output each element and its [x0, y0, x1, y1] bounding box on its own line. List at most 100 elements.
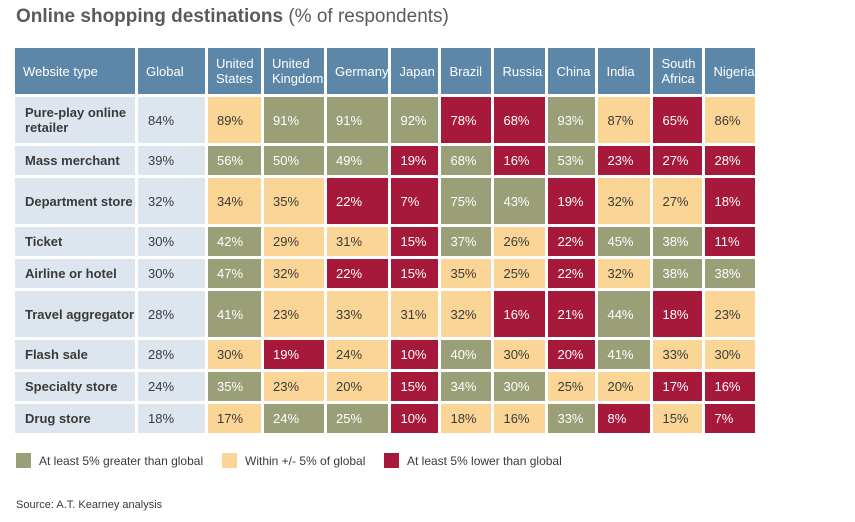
cell-nigeria: 7% [705, 404, 756, 433]
global-value: 39% [138, 146, 205, 175]
cell-united-kingdom: 91% [264, 97, 324, 143]
chart-title-subtitle: (% of respondents) [283, 6, 449, 27]
header-south-africa: South Africa [653, 48, 703, 94]
global-value: 28% [138, 340, 205, 369]
legend-item: Within +/- 5% of global [222, 453, 366, 469]
table-row: Drug store 18% 17% 24% 25% 10% 18% 16% 33% 8% 15% 7… [15, 404, 756, 433]
cell-india: 44% [598, 291, 651, 337]
table-row: Pure-play online retailer 84% 89% 91% 91% 92%… [15, 97, 756, 143]
cell-china: 93% [548, 97, 596, 143]
cell-germany: 22% [327, 259, 389, 288]
cell-china: 33% [548, 404, 596, 433]
cell-brazil: 18% [441, 404, 492, 433]
cell-united-kingdom: 23% [264, 372, 324, 401]
table-row: Specialty store 24% 35% 23% 20% 15% 34% 30% 25% 2… [15, 372, 756, 401]
cell-russia: 30% [494, 372, 546, 401]
cell-nigeria: 16% [705, 372, 756, 401]
cell-united-states: 34% [208, 178, 261, 224]
cell-brazil: 40% [441, 340, 492, 369]
cell-russia: 43% [494, 178, 546, 224]
legend-swatch [222, 453, 237, 469]
cell-russia: 16% [494, 291, 546, 337]
cell-united-kingdom: 32% [264, 259, 324, 288]
cell-united-kingdom: 19% [264, 340, 324, 369]
cell-nigeria: 11% [705, 227, 756, 256]
cell-india: 45% [598, 227, 651, 256]
header-nigeria: Nigeria [705, 48, 756, 94]
cell-china: 20% [548, 340, 596, 369]
row-label: Ticket [15, 227, 135, 256]
header-germany: Germany [327, 48, 389, 94]
cell-united-states: 47% [208, 259, 261, 288]
cell-united-states: 17% [208, 404, 261, 433]
cell-germany: 91% [327, 97, 389, 143]
cell-japan: 15% [391, 372, 439, 401]
cell-united-kingdom: 50% [264, 146, 324, 175]
cell-south-africa: 17% [653, 372, 703, 401]
header-brazil: Brazil [441, 48, 492, 94]
cell-south-africa: 18% [653, 291, 703, 337]
legend-item: At least 5% greater than global [16, 453, 204, 469]
cell-india: 32% [598, 178, 651, 224]
cell-india: 20% [598, 372, 651, 401]
cell-china: 53% [548, 146, 596, 175]
cell-nigeria: 23% [705, 291, 756, 337]
cell-nigeria: 38% [705, 259, 756, 288]
cell-russia: 68% [494, 97, 546, 143]
table-row: Department store 32% 34% 35% 22% 7% 75% 43% 19% 3… [15, 178, 756, 224]
cell-united-kingdom: 23% [264, 291, 324, 337]
row-label: Flash sale [15, 340, 135, 369]
cell-brazil: 78% [441, 97, 492, 143]
header-japan: Japan [391, 48, 439, 94]
cell-japan: 15% [391, 259, 439, 288]
legend-item: At least 5% lower than global [384, 453, 562, 469]
cell-china: 25% [548, 372, 596, 401]
header-global: Global [138, 48, 205, 94]
table-row: Travel aggregator 28% 41% 23% 33% 31% 32% 16% 21… [15, 291, 756, 337]
row-label: Department store [15, 178, 135, 224]
global-value: 32% [138, 178, 205, 224]
cell-japan: 10% [391, 340, 439, 369]
cell-united-states: 41% [208, 291, 261, 337]
header-website-type: Website type [15, 48, 135, 94]
cell-brazil: 34% [441, 372, 492, 401]
cell-india: 32% [598, 259, 651, 288]
cell-china: 19% [548, 178, 596, 224]
cell-india: 41% [598, 340, 651, 369]
legend-label: Within +/- 5% of global [245, 453, 366, 468]
header-united-states: United States [208, 48, 261, 94]
cell-germany: 31% [327, 227, 389, 256]
cell-south-africa: 33% [653, 340, 703, 369]
row-label: Airline or hotel [15, 259, 135, 288]
table-row: Flash sale 28% 30% 19% 24% 10% 40% 30% 20% 41% 33%… [15, 340, 756, 369]
cell-china: 21% [548, 291, 596, 337]
cell-china: 22% [548, 259, 596, 288]
cell-nigeria: 18% [705, 178, 756, 224]
cell-brazil: 37% [441, 227, 492, 256]
cell-brazil: 68% [441, 146, 492, 175]
cell-brazil: 35% [441, 259, 492, 288]
cell-south-africa: 65% [653, 97, 703, 143]
cell-india: 87% [598, 97, 651, 143]
cell-united-states: 56% [208, 146, 261, 175]
cell-south-africa: 27% [653, 178, 703, 224]
row-label: Travel aggregator [15, 291, 135, 337]
cell-india: 23% [598, 146, 651, 175]
header-india: India [598, 48, 651, 94]
global-value: 24% [138, 372, 205, 401]
cell-brazil: 75% [441, 178, 492, 224]
cell-brazil: 32% [441, 291, 492, 337]
table-row: Ticket 30% 42% 29% 31% 15% 37% 26% 22% 45% 38% 11% [15, 227, 756, 256]
table-row: Airline or hotel 30% 47% 32% 22% 15% 35% 25% 22%… [15, 259, 756, 288]
cell-japan: 7% [391, 178, 439, 224]
cell-japan: 19% [391, 146, 439, 175]
cell-south-africa: 15% [653, 404, 703, 433]
cell-russia: 30% [494, 340, 546, 369]
global-value: 30% [138, 259, 205, 288]
cell-japan: 31% [391, 291, 439, 337]
table-row: Mass merchant 39% 56% 50% 49% 19% 68% 16% 53% 23%… [15, 146, 756, 175]
header-china: China [548, 48, 596, 94]
legend-label: At least 5% greater than global [39, 453, 204, 468]
cell-united-states: 89% [208, 97, 261, 143]
cell-germany: 24% [327, 340, 389, 369]
